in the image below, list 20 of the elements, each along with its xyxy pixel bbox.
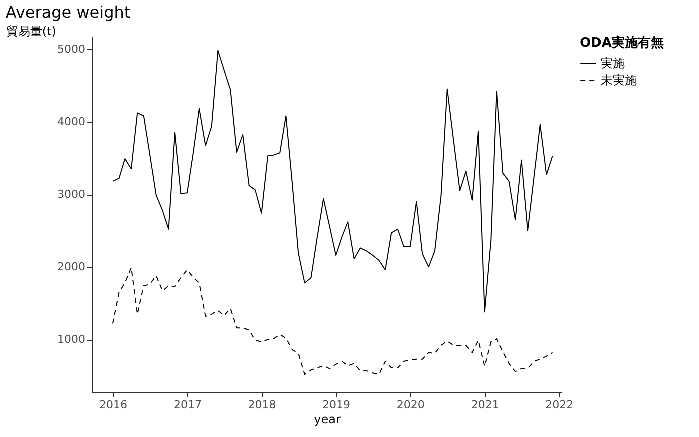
x-tick-label: 2021 [471,398,500,412]
y-axis-title: 貿易量(t) [6,24,56,38]
x-tick-label: 2022 [546,398,574,412]
y-tick-label: 4000 [58,115,86,128]
legend-label: 実施 [601,56,625,70]
y-tick-label: 2000 [58,260,86,274]
x-tick-label: 2018 [248,398,276,412]
line-series [112,50,554,313]
chart-title: Average weight [6,3,131,22]
x-tick-label: 2016 [99,398,128,412]
y-tick-label: 5000 [58,42,86,56]
legend-title: ODA実施有無 [580,35,664,51]
y-tick-label: 1000 [58,333,86,346]
y-tick-label: 3000 [58,188,86,202]
legend-label: 未実施 [601,74,637,88]
x-tick-label: 2017 [174,398,202,412]
x-tick-label: 2019 [322,398,351,412]
x-axis-title: year [314,412,341,426]
line-series [112,267,554,376]
x-tick-label: 2020 [396,398,425,412]
